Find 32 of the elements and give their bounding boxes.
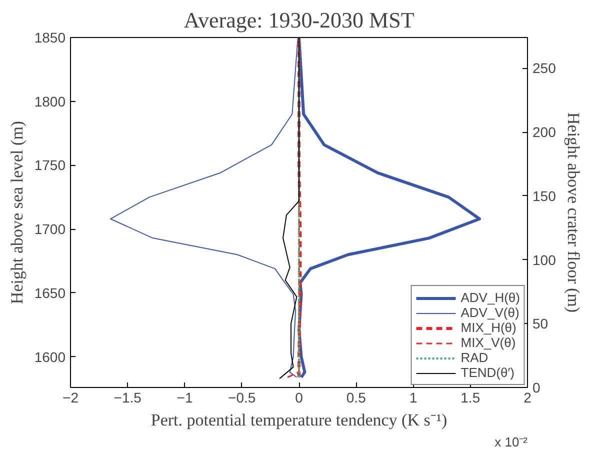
x-tick-label: 1: [409, 390, 418, 406]
chart-title: Average: 1930-2030 MST: [184, 8, 415, 32]
x-tick-label: 1.5: [460, 390, 480, 406]
x-tick-label: 2: [524, 390, 532, 406]
x-tick-label: −2: [62, 390, 79, 406]
x-axis-title: Pert. potential temperature tendency (K s⁻¹): [150, 410, 448, 430]
y-axis-title: Height above sea level (m): [7, 120, 26, 304]
legend-label: TEND(θ′): [460, 365, 514, 380]
y2-tick-label: 250: [532, 60, 556, 76]
y-tick-label: 1700: [34, 221, 66, 238]
legend-label: MIX_H(θ): [460, 320, 516, 335]
y2-axis-title: Height above crater floor (m): [564, 112, 583, 313]
y2-tick-label: 200: [532, 124, 556, 140]
y-tick-label: 1650: [34, 284, 66, 301]
x-tick-label: 0.5: [346, 390, 366, 406]
text: x 10⁻²: [494, 434, 528, 449]
x-tick-label: −1.5: [114, 390, 142, 406]
x-tick-label: −1: [176, 390, 193, 406]
y-tick-label: 1750: [34, 157, 66, 174]
x-tick-label: 0: [295, 390, 304, 406]
y2-tick-label: 100: [532, 252, 556, 268]
y2-tick-label: 150: [532, 188, 556, 204]
x-tick-label: −0.5: [228, 390, 256, 406]
legend-label: MIX_V(θ): [460, 335, 516, 350]
y2-tick-label: 0: [532, 380, 540, 396]
legend-label: ADV_H(θ): [460, 290, 520, 305]
y-tick-label: 1850: [34, 30, 66, 46]
y2-tick-label: 50: [532, 316, 548, 332]
y-tick-label: 1600: [34, 348, 66, 365]
legend-label: ADV_V(θ): [460, 305, 520, 320]
y-tick-label: 1800: [34, 93, 66, 110]
legend-label: RAD: [460, 350, 488, 365]
